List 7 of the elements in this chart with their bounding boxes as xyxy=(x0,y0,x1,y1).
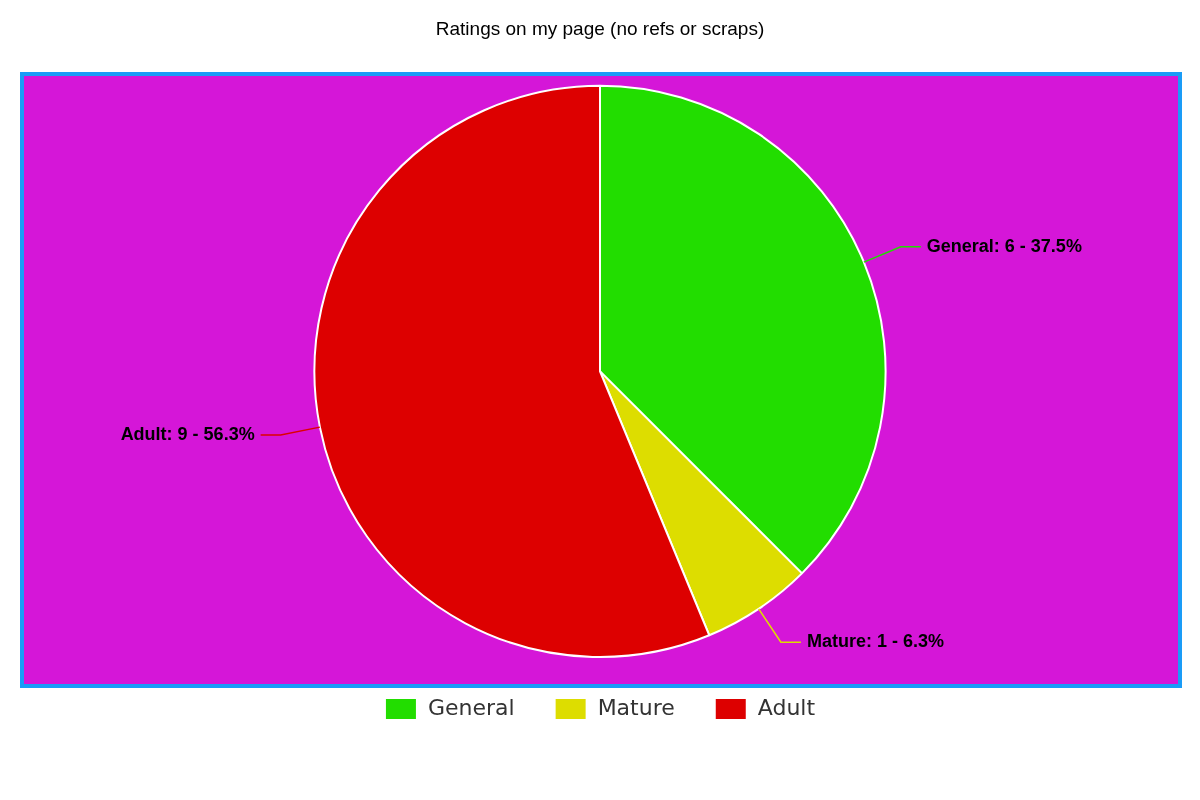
legend-label: Mature xyxy=(597,694,675,720)
chart-title: Ratings on my page (no refs or scraps) xyxy=(435,17,765,39)
data-label: General: 6 - 37.5% xyxy=(926,235,1082,256)
data-label: Adult: 9 - 56.3% xyxy=(120,423,255,444)
data-label: Mature: 1 - 6.3% xyxy=(806,631,944,652)
legend-label: Adult xyxy=(757,694,816,720)
legend-label: General xyxy=(427,694,515,720)
